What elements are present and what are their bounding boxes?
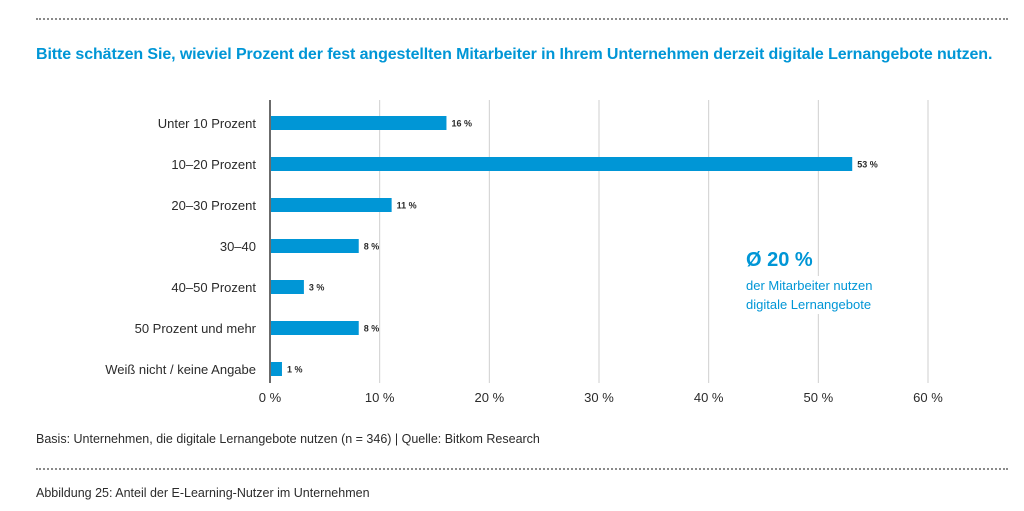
bar (271, 321, 359, 335)
value-label: 11 % (397, 201, 417, 211)
average-line-2: digitale Lernangebote (746, 297, 872, 312)
value-label: 8 % (364, 242, 380, 252)
figure-caption: Abbildung 25: Anteil der E-Learning-Nutz… (36, 486, 370, 500)
bar (271, 157, 853, 171)
value-label: 53 % (857, 160, 878, 170)
x-tick-label: 50 % (804, 390, 834, 405)
bar (271, 280, 304, 294)
category-label: 50 Prozent und mehr (135, 321, 257, 336)
x-tick-label: 40 % (694, 390, 724, 405)
x-tick-label: 10 % (365, 390, 395, 405)
value-label: 3 % (309, 283, 325, 293)
category-label: 20–30 Prozent (171, 198, 256, 213)
category-label: 10–20 Prozent (171, 157, 256, 172)
category-label: 30–40 (220, 239, 256, 254)
x-tick-label: 30 % (584, 390, 614, 405)
average-line-1: der Mitarbeiter nutzen (746, 278, 873, 293)
bottom-divider (36, 468, 1008, 470)
source-note: Basis: Unternehmen, die digitale Lernang… (36, 432, 540, 446)
bar-chart: 0 % 10 % 20 % 30 % 40 % 50 % 60 % Unter 10 Proz… (105, 100, 943, 405)
category-label: Weiß nicht / keine Angabe (105, 362, 256, 377)
value-label: 16 % (451, 119, 472, 129)
category-label: 40–50 Prozent (171, 280, 256, 295)
top-divider (36, 18, 1008, 20)
chart-title: Bitte schätzen Sie, wieviel Prozent der … (36, 46, 993, 63)
bar (271, 239, 359, 253)
x-tick-label: 20 % (475, 390, 505, 405)
value-label: 8 % (364, 324, 380, 334)
bar (271, 362, 282, 376)
bar (271, 198, 392, 212)
category-label: Unter 10 Prozent (158, 116, 257, 131)
x-tick-label: 0 % (259, 390, 282, 405)
bar (271, 116, 447, 130)
value-label: 1 % (287, 365, 303, 375)
average-description: der Mitarbeiter nutzen digitale Lernange… (744, 276, 875, 314)
average-headline: Ø 20 % (744, 249, 815, 272)
x-tick-label: 60 % (913, 390, 943, 405)
